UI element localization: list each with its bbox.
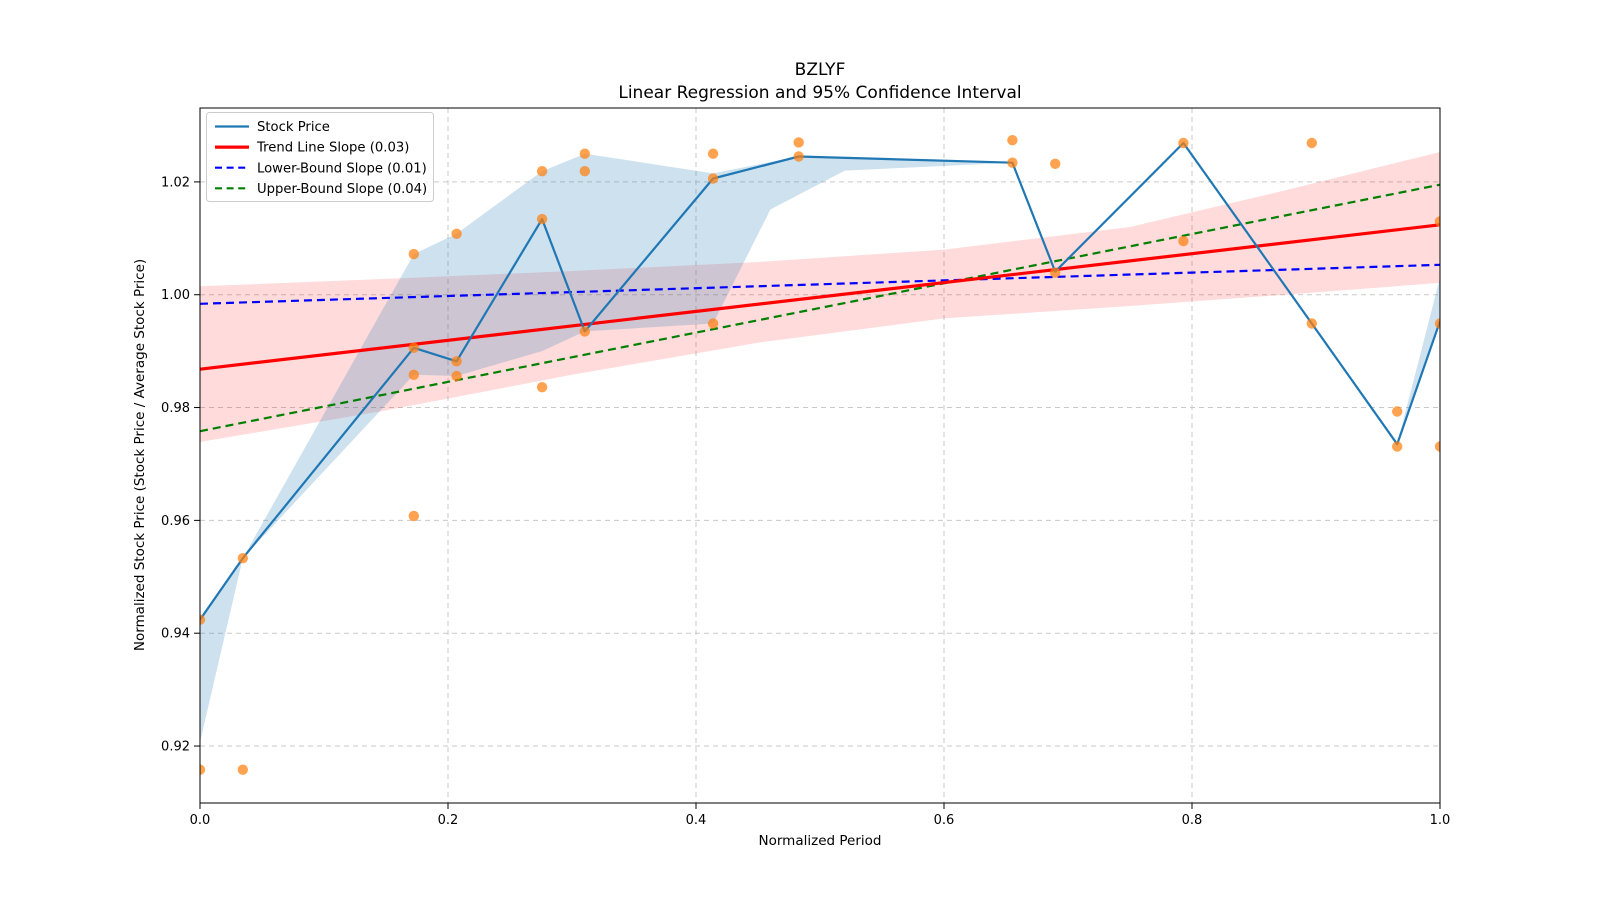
x-axis-label: Normalized Period (759, 833, 882, 849)
legend-item-label: Stock Price (257, 120, 330, 135)
scatter-point (1392, 441, 1403, 452)
scatter-point (1434, 216, 1440, 227)
scatter-point (1007, 135, 1018, 146)
scatter-point (1306, 137, 1318, 149)
stock-price-range-band (200, 153, 1013, 743)
y-axis-label: Normalized Stock Price (Stock Price / Av… (132, 259, 148, 651)
legend-item-label: Upper-Bound Slope (0.04) (257, 182, 427, 197)
scatter-point (408, 248, 419, 260)
x-tick-label: 0.0 (190, 813, 211, 828)
scatter-point (1007, 157, 1018, 168)
scatter-point (707, 148, 719, 159)
stock-price-range-band-right (1397, 277, 1440, 445)
scatter-point (200, 764, 206, 775)
scatter-point (579, 148, 590, 159)
scatter-point (1050, 267, 1061, 278)
scatter-point (451, 356, 462, 367)
x-tick-label: 0.8 (1182, 813, 1203, 828)
scatter-point (707, 318, 719, 329)
scatter-point (1178, 137, 1189, 149)
y-tick-label: 0.98 (161, 401, 190, 416)
scatter-point (579, 166, 590, 177)
x-tick-label: 0.6 (934, 813, 955, 828)
scatter-point (1392, 406, 1403, 417)
chart-title-line2: Linear Regression and 95% Confidence Int… (618, 83, 1021, 103)
scatter-point (536, 213, 548, 225)
scatter-layer (200, 135, 1440, 775)
scatter-point (408, 510, 419, 522)
scatter-point (1434, 441, 1440, 452)
trend-line (200, 223, 1440, 371)
lower-bound-line (200, 263, 1440, 305)
axes-frame: 0.0 0.2 0.4 0.6 0.8 1.0 0.92 0.94 0.96 0.98 1.00 1.… (161, 107, 1451, 828)
chart-title-line1: BZLYF (795, 60, 846, 80)
upper-bound-line (200, 183, 1440, 433)
scatter-point (200, 614, 206, 625)
scatter-point (451, 228, 462, 239)
scatter-point (536, 382, 548, 393)
scatter-point (1178, 235, 1189, 247)
scatter-point (793, 137, 804, 148)
line-layer (200, 141, 1440, 621)
scatter-point (579, 326, 590, 337)
scatter-point (237, 553, 248, 564)
legend-box (206, 112, 434, 202)
legend: Stock Price Trend Line Slope (0.03) Lower-… (206, 112, 434, 202)
scatter-point (793, 151, 804, 162)
y-tick-label: 1.00 (161, 288, 190, 303)
scatter-point (1050, 158, 1061, 169)
scatter-point (408, 369, 419, 380)
y-tick-label: 0.94 (161, 627, 190, 642)
scatter-point (408, 342, 419, 353)
y-tick-label: 1.02 (161, 175, 190, 190)
scatter-point (536, 166, 548, 177)
plot-border (199, 107, 1441, 804)
scatter-point (237, 764, 248, 775)
scatter-point (707, 173, 719, 184)
y-tick-label: 0.92 (161, 740, 190, 755)
x-tick-label: 0.4 (686, 813, 707, 828)
legend-item-label: Trend Line Slope (0.03) (256, 141, 409, 156)
scatter-point (1306, 318, 1318, 329)
legend-item-label: Lower-Bound Slope (0.01) (257, 161, 427, 176)
scatter-point (451, 370, 462, 382)
x-tick-label: 1.0 (1430, 813, 1451, 828)
x-tick-label: 0.2 (438, 813, 459, 828)
y-tick-label: 0.96 (161, 514, 190, 529)
scatter-point (1434, 318, 1440, 329)
stock-price-line (200, 141, 1440, 621)
